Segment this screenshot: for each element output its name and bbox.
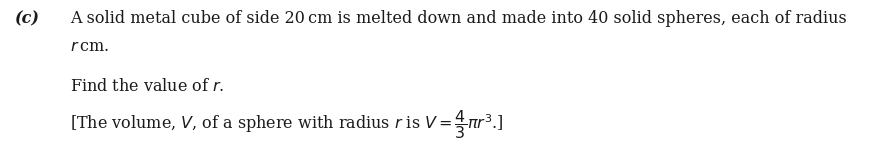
Text: [The volume, $V$, of a sphere with radius $r$ is $V = \dfrac{4}{3}\pi r^3$.]: [The volume, $V$, of a sphere with radiu… [70, 108, 504, 141]
Text: A solid metal cube of side 20 cm is melted down and made into 40 solid spheres, : A solid metal cube of side 20 cm is melt… [70, 10, 847, 27]
Text: (c): (c) [14, 10, 39, 27]
Text: Find the value of $r$.: Find the value of $r$. [70, 78, 225, 95]
Text: $r$ cm.: $r$ cm. [70, 38, 110, 55]
